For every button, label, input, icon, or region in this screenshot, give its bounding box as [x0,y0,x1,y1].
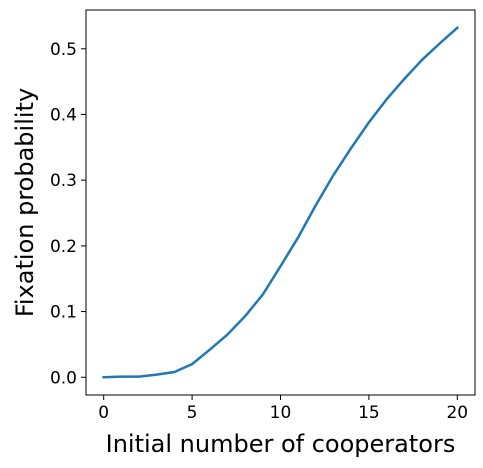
x-axis-ticks: 0 5 10 15 20 [98,395,468,423]
plot-series-group [102,25,460,379]
series-line [102,25,460,379]
y-tick-label: 0.2 [50,237,77,257]
y-tick-label: 0.1 [50,303,77,323]
y-tick-label: 0.4 [50,105,77,125]
y-axis-label: Fixation probability [11,88,39,317]
x-tick-label: 20 [446,403,468,423]
x-tick-label: 15 [358,403,380,423]
y-axis-ticks: 0.0 0.1 0.2 0.3 0.4 0.5 [50,40,86,388]
x-axis-label: Initial number of cooperators [106,430,456,458]
x-tick-label: 10 [270,403,292,423]
y-tick-label: 0.5 [50,40,77,60]
y-tick-label: 0.0 [50,368,77,388]
x-tick-label: 0 [98,403,109,423]
plot-frame [85,9,476,396]
y-tick-label: 0.3 [50,171,77,191]
x-tick-label: 5 [187,403,198,423]
